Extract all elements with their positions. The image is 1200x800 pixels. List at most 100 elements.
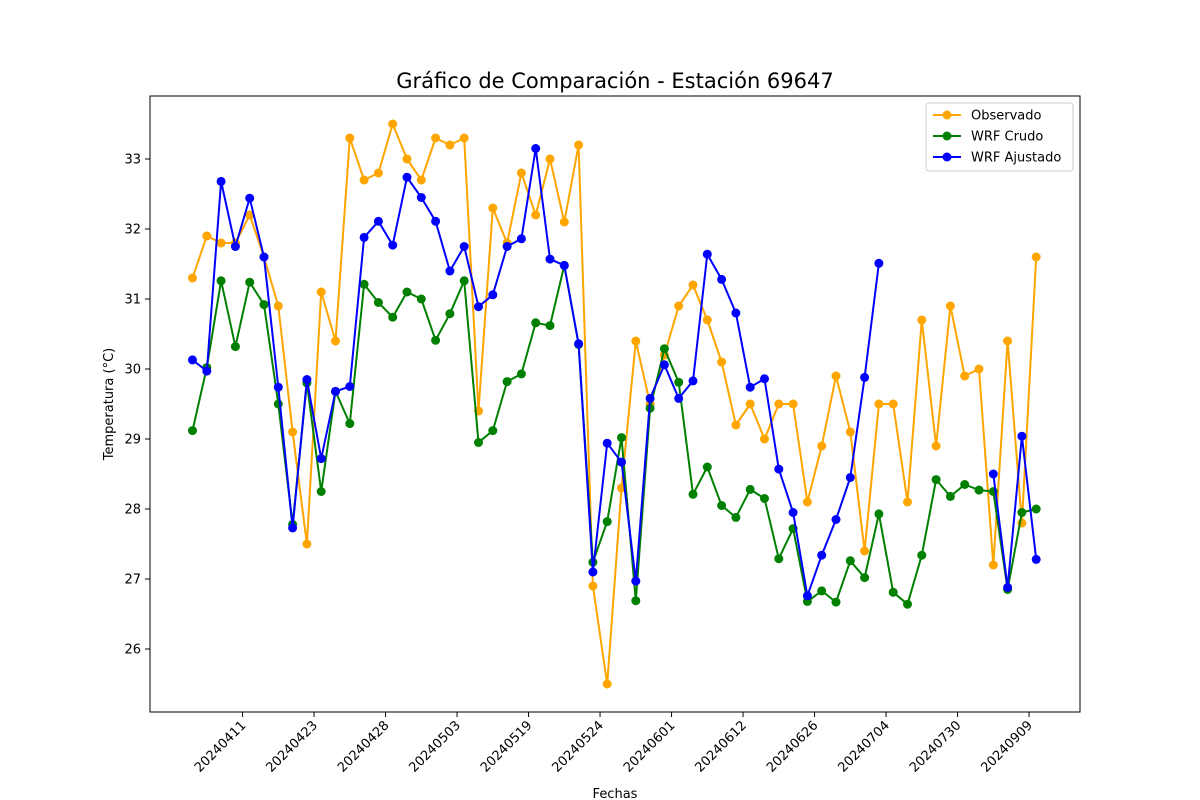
data-point bbox=[516, 168, 526, 178]
data-point bbox=[402, 287, 412, 297]
data-point bbox=[588, 581, 598, 591]
data-point bbox=[588, 567, 598, 577]
data-point bbox=[945, 491, 955, 501]
data-point bbox=[316, 487, 326, 496]
y-tick-label: 29 bbox=[124, 433, 141, 448]
data-point bbox=[359, 279, 369, 289]
data-point bbox=[702, 315, 712, 325]
data-point bbox=[574, 140, 584, 150]
data-point bbox=[1003, 336, 1013, 346]
data-point bbox=[216, 276, 226, 286]
data-point bbox=[230, 242, 240, 251]
data-point bbox=[331, 336, 340, 346]
data-point bbox=[631, 576, 641, 586]
data-point bbox=[702, 249, 712, 259]
data-point bbox=[216, 176, 226, 186]
legend-swatch-marker bbox=[942, 110, 952, 120]
data-point bbox=[388, 119, 398, 129]
data-point bbox=[688, 376, 698, 386]
data-point bbox=[459, 276, 469, 286]
data-point bbox=[717, 501, 727, 510]
data-point bbox=[474, 438, 483, 447]
legend-label: WRF Ajustado bbox=[971, 151, 1061, 166]
series-layer bbox=[188, 119, 1041, 689]
data-point bbox=[359, 232, 369, 242]
data-point bbox=[774, 464, 784, 474]
data-point bbox=[316, 454, 326, 464]
data-point bbox=[688, 489, 698, 499]
data-point bbox=[702, 462, 712, 472]
data-point bbox=[202, 366, 212, 376]
x-tick-label: 20240730 bbox=[907, 718, 964, 775]
data-point bbox=[345, 419, 355, 429]
series-line bbox=[992, 435, 1038, 589]
data-point bbox=[402, 172, 412, 182]
data-point bbox=[631, 596, 641, 606]
data-point bbox=[631, 336, 641, 346]
data-point bbox=[1017, 431, 1027, 441]
data-point bbox=[545, 254, 555, 264]
legend-item: WRF Ajustado bbox=[933, 151, 1061, 166]
data-point bbox=[817, 550, 827, 560]
data-point bbox=[431, 133, 441, 143]
legend-swatch-marker bbox=[942, 131, 952, 141]
y-tick-label: 32 bbox=[124, 223, 141, 238]
data-point bbox=[345, 133, 355, 143]
data-point bbox=[245, 193, 255, 203]
data-point bbox=[817, 441, 827, 451]
data-point bbox=[760, 494, 769, 503]
data-point bbox=[273, 301, 283, 311]
data-point bbox=[545, 154, 555, 164]
data-point bbox=[659, 344, 669, 354]
data-point bbox=[788, 508, 798, 517]
x-tick-label: 20240519 bbox=[478, 718, 535, 775]
data-point bbox=[931, 475, 941, 485]
data-point bbox=[1031, 252, 1041, 262]
x-tick-label: 20240503 bbox=[406, 718, 463, 775]
data-point bbox=[388, 240, 398, 250]
data-point bbox=[802, 497, 812, 507]
legend: Observado WRF Crudo WRF Ajustado bbox=[925, 102, 1074, 172]
data-point bbox=[960, 371, 970, 381]
data-point bbox=[516, 234, 526, 244]
data-point bbox=[416, 193, 426, 202]
data-point bbox=[731, 512, 741, 522]
data-point bbox=[331, 386, 340, 396]
data-point bbox=[888, 399, 898, 409]
y-axis: 26 27 28 29 30 31 32 33 bbox=[124, 153, 150, 658]
data-point bbox=[316, 287, 326, 297]
data-point bbox=[445, 309, 455, 319]
data-point bbox=[745, 399, 755, 409]
data-point bbox=[574, 339, 584, 349]
data-point bbox=[674, 301, 684, 311]
legend-label: WRF Crudo bbox=[971, 130, 1043, 145]
y-tick-label: 27 bbox=[124, 573, 141, 588]
x-axis: 20240411 20240423 20240428 20240503 20240519… bbox=[192, 712, 1036, 776]
data-point bbox=[373, 168, 383, 178]
data-point bbox=[488, 290, 498, 300]
data-point bbox=[445, 266, 455, 276]
chart-title: Gráfico de Comparación - Estación 69647 bbox=[396, 69, 833, 93]
data-point bbox=[188, 273, 197, 283]
legend-item: WRF Crudo bbox=[933, 130, 1043, 145]
data-point bbox=[645, 393, 655, 403]
legend-swatch-marker bbox=[942, 152, 952, 162]
data-point bbox=[903, 599, 912, 609]
data-point bbox=[945, 301, 955, 311]
x-tick-label: 20240612 bbox=[692, 718, 749, 775]
data-point bbox=[717, 357, 727, 367]
data-point bbox=[545, 321, 555, 331]
x-tick-label: 20240909 bbox=[978, 718, 1035, 775]
data-point bbox=[731, 308, 741, 318]
legend-item: Observado bbox=[933, 109, 1042, 124]
data-point bbox=[345, 382, 355, 391]
data-point bbox=[416, 294, 426, 304]
data-point bbox=[245, 277, 255, 287]
data-point bbox=[259, 252, 269, 262]
data-point bbox=[831, 371, 841, 381]
y-tick-label: 30 bbox=[124, 363, 141, 378]
data-point bbox=[731, 420, 741, 430]
series-wrf-ajustado bbox=[188, 144, 1041, 601]
